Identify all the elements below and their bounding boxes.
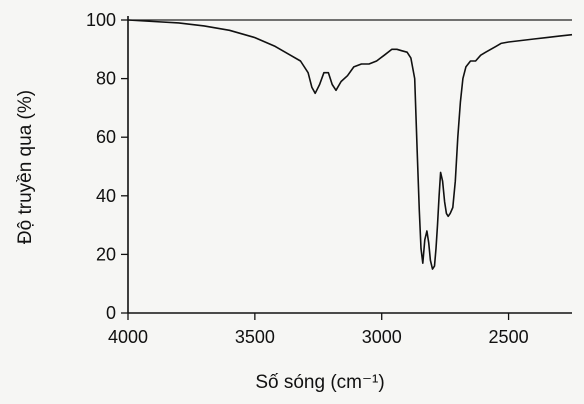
x-tick-label-3000: 3000 [362, 327, 402, 347]
y-tick-label-40: 40 [96, 186, 116, 206]
plot-area: 0 20 40 60 80 100 4000 3500 3000 2500 [86, 10, 573, 347]
y-axis-title: Độ truyền qua (%) [15, 90, 36, 244]
y-tick-label-80: 80 [96, 69, 116, 89]
spectrum-line-0 [127, 19, 573, 270]
y-tick-label-100: 100 [86, 10, 116, 30]
x-axis-title: Số sóng (cm⁻¹) [255, 372, 384, 393]
y-tick-label-20: 20 [96, 244, 116, 264]
y-tick-label-60: 60 [96, 127, 116, 147]
x-tick-label-3500: 3500 [235, 327, 275, 347]
y-tick-label-0: 0 [106, 303, 116, 323]
x-tick-label-2500: 2500 [489, 327, 529, 347]
x-tick-label-4000: 4000 [108, 327, 148, 347]
